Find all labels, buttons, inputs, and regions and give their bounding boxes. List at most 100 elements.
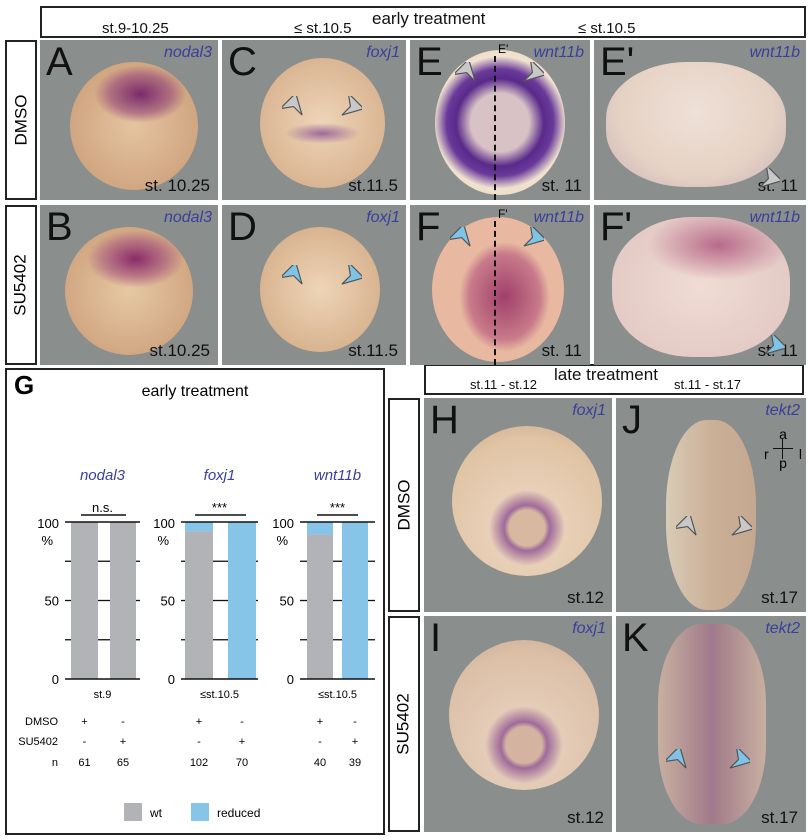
tick-label: 50: [161, 594, 175, 609]
arrowhead-icon: [341, 265, 362, 285]
panel-h: H foxj1 st.12: [424, 398, 612, 612]
bar-reduced: [228, 522, 256, 679]
section-line: [494, 221, 496, 365]
bar-wt: [185, 531, 213, 679]
embryo-image: [449, 640, 599, 790]
tick-label: 0: [287, 672, 294, 687]
significance-label: ***: [330, 500, 345, 515]
significance-label: ***: [212, 500, 227, 515]
panel-label: B: [46, 205, 73, 249]
tick-label: 50: [280, 594, 294, 609]
significance-label: n.s.: [92, 500, 113, 515]
section-label: E': [498, 42, 509, 56]
row-label-su5402: SU5402: [18, 736, 58, 748]
gene-label: nodal3: [163, 209, 212, 226]
panel-f-prime: F' wnt11b st. 11: [594, 205, 806, 365]
panel-b: B nodal3 st.10.25: [40, 205, 218, 365]
dmso-sign: -: [121, 716, 125, 728]
su5402-sign: +: [239, 736, 245, 748]
row-label-dmso-late: DMSO: [388, 398, 420, 612]
arrowhead-icon: [523, 227, 544, 247]
stage-label: st. 10.25: [144, 176, 210, 195]
embryo-image: [260, 58, 385, 188]
stage-label: st. 11: [541, 176, 582, 195]
arrowhead-icon: [341, 96, 362, 116]
chart-title: early treatment: [142, 383, 249, 400]
late-treatment-title: late treatment: [554, 365, 658, 384]
n-value: 39: [349, 757, 361, 769]
arrowhead-icon: [523, 62, 544, 82]
y-unit: %: [276, 533, 288, 548]
gene-label: wnt11b: [533, 44, 584, 61]
n-value: 70: [236, 757, 248, 769]
legend-swatch: [124, 803, 142, 821]
arrowhead-icon: [764, 335, 785, 355]
dmso-sign: +: [81, 716, 87, 728]
tick-label: 100: [37, 516, 59, 531]
bar-wt: [71, 522, 98, 679]
gene-label: foxj1: [366, 44, 400, 61]
gene-label: nodal3: [163, 44, 212, 61]
gene-label: tekt2: [765, 620, 800, 637]
panel-label: E': [600, 40, 635, 84]
panel-label: F: [416, 205, 441, 249]
embryo-image: [612, 217, 790, 357]
gene-label: foxj1: [366, 209, 400, 226]
su5402-sign: -: [318, 736, 322, 748]
arrowhead-icon: [282, 96, 303, 116]
gene-label: wnt11b: [749, 209, 800, 226]
dmso-sign: +: [317, 716, 323, 728]
arrowhead-icon: [676, 516, 697, 536]
gene-label: nodal3: [80, 467, 126, 484]
tick-label: 0: [52, 672, 59, 687]
panel-c: C foxj1 st.11.5: [222, 40, 406, 200]
su5402-sign: -: [83, 736, 87, 748]
stage-label: st. 11: [541, 341, 582, 360]
embryo-image: [452, 426, 602, 576]
stage-label: st.10.25: [149, 341, 211, 360]
panel-d: D foxj1 st.11.5: [222, 205, 406, 365]
gene-label: wnt11b: [533, 209, 584, 226]
arrowhead-icon: [759, 168, 780, 188]
stage-label: ≤st.10.5: [318, 689, 357, 701]
tick-label: 100: [153, 516, 175, 531]
bar-wt: [110, 522, 136, 679]
embryo-image: [70, 62, 198, 190]
n-value: 65: [117, 757, 129, 769]
legend-label: reduced: [217, 806, 260, 820]
panel-label: I: [430, 616, 442, 660]
tick-label: 100: [272, 516, 294, 531]
arrowhead-icon: [731, 516, 752, 536]
gene-label: wnt11b: [749, 44, 800, 61]
panel-i: I foxj1 st.12: [424, 616, 612, 832]
row-label-su5402: SU5402: [5, 205, 37, 365]
arrowhead-icon: [666, 749, 687, 769]
gene-label: tekt2: [765, 402, 800, 419]
panel-label: D: [228, 205, 257, 249]
late-treatment-header: late treatment st.11 - st.12 st.11 - st.…: [424, 364, 804, 395]
gene-label: foxj1: [204, 467, 236, 484]
stage-range: ≤ st.10.5: [294, 20, 352, 37]
dmso-sign: -: [353, 716, 357, 728]
row-label-text: DMSO: [11, 94, 30, 146]
arrowhead-icon: [455, 62, 476, 82]
arrowhead-icon: [450, 227, 471, 247]
panel-e: E wnt11b st. 11 E': [410, 40, 590, 200]
stage-label: st.17: [761, 588, 798, 607]
n-value: 102: [190, 757, 208, 769]
panel-label: K: [622, 616, 649, 660]
panel-label: A: [46, 40, 73, 84]
row-label-n: n: [52, 757, 58, 769]
bar-reduced: [185, 522, 213, 532]
legend-swatch: [191, 803, 209, 821]
stage-label: st.17: [761, 808, 798, 827]
stage-label: st.11.5: [348, 341, 398, 360]
su5402-sign: +: [120, 736, 126, 748]
panel-label: H: [430, 398, 459, 442]
section-label: F': [498, 207, 508, 221]
panel-label: E: [416, 40, 443, 84]
arrowhead-icon: [282, 265, 303, 285]
arrowhead-icon: [729, 749, 750, 769]
